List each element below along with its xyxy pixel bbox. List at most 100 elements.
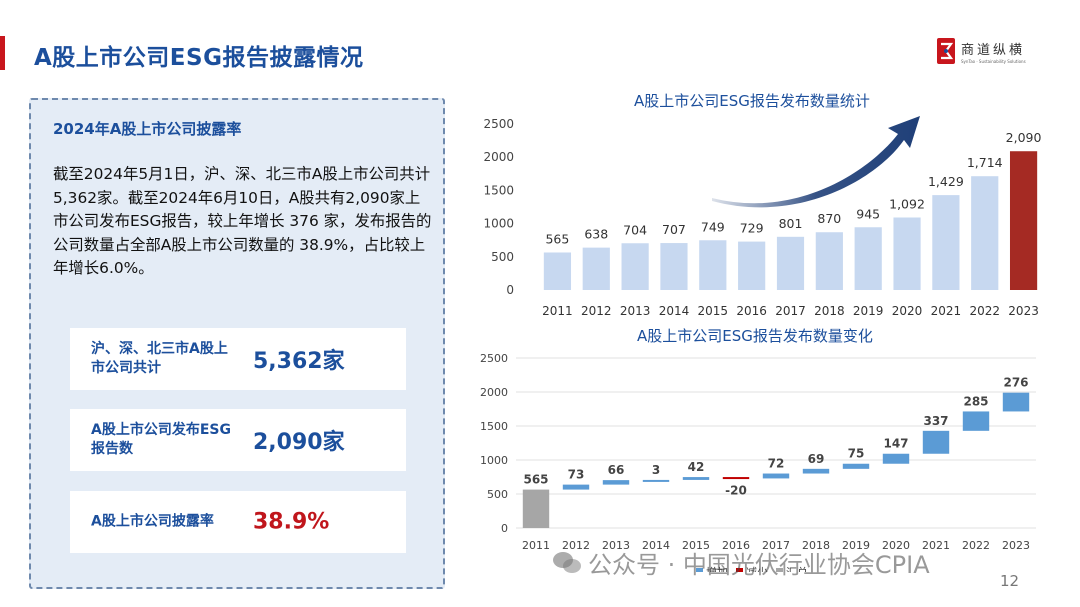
logo-cn: 商道纵横 bbox=[961, 42, 1026, 58]
x-tick-label: 2022 bbox=[962, 539, 990, 552]
x-tick-label: 2013 bbox=[620, 304, 651, 318]
x-tick-label: 2023 bbox=[1008, 304, 1039, 318]
data-label: 749 bbox=[701, 219, 725, 234]
stat-label: A股上市公司披露率 bbox=[91, 513, 214, 530]
x-tick-label: 2023 bbox=[1002, 539, 1030, 552]
x-tick-label: 2012 bbox=[562, 539, 590, 552]
bar bbox=[621, 243, 649, 290]
red-bar-accent bbox=[0, 36, 5, 70]
stat-value: 2,090家 bbox=[253, 430, 345, 455]
legend-swatch bbox=[696, 568, 703, 572]
x-tick-label: 2015 bbox=[698, 304, 729, 318]
x-tick-label: 2012 bbox=[581, 304, 612, 318]
x-tick-label: 2018 bbox=[814, 304, 845, 318]
y-tick-label: 1000 bbox=[483, 217, 514, 231]
stat-card-total-companies: 沪、深、北三市A股上市公司共计 5,362家 bbox=[70, 328, 406, 390]
chart-title: A股上市公司ESG报告发布数量变化 bbox=[637, 327, 873, 345]
x-tick-label: 2011 bbox=[542, 304, 573, 318]
y-tick-label: 0 bbox=[506, 283, 514, 297]
page-title: A股上市公司ESG报告披露情况 bbox=[34, 45, 364, 71]
watermark-text: 公众号 · 中国光伏行业协会CPIA bbox=[588, 551, 930, 579]
x-tick-label: 2015 bbox=[682, 539, 710, 552]
waterfall-bar bbox=[922, 430, 950, 454]
data-label: 285 bbox=[963, 394, 988, 408]
data-label: 565 bbox=[523, 473, 548, 487]
watermark: 公众号 · 中国光伏行业协会CPIA bbox=[552, 545, 930, 580]
bar bbox=[660, 243, 688, 290]
data-label: 69 bbox=[808, 452, 825, 466]
waterfall-bar bbox=[602, 480, 630, 485]
x-tick-label: 2016 bbox=[736, 304, 767, 318]
x-tick-label: 2020 bbox=[882, 539, 910, 552]
panel-text: 截至2024年5月1日，沪、深、北三市A股上市公司共计5,362家。截至2024… bbox=[53, 165, 432, 277]
trend-arrow bbox=[712, 116, 920, 208]
data-label: 1,429 bbox=[928, 174, 964, 189]
waterfall-bar bbox=[682, 477, 710, 480]
data-label: 73 bbox=[568, 468, 585, 482]
legend-label: 增加 bbox=[706, 565, 728, 572]
waterfall-bar bbox=[1002, 392, 1030, 412]
data-label: 729 bbox=[740, 221, 764, 236]
bar bbox=[932, 195, 960, 290]
disclosure-panel: 2024年A股上市公司披露率 截至2024年5月1日，沪、深、北三市A股上市公司… bbox=[29, 98, 445, 589]
x-tick-label: 2019 bbox=[842, 539, 870, 552]
stat-card-esg-reports: A股上市公司发布ESG报告数 2,090家 bbox=[70, 409, 406, 471]
y-tick-label: 2500 bbox=[483, 117, 514, 131]
bar bbox=[776, 236, 805, 290]
data-label: 72 bbox=[768, 457, 785, 471]
y-tick-label: 1000 bbox=[480, 454, 508, 467]
data-label: 870 bbox=[817, 211, 841, 226]
waterfall-bar bbox=[802, 468, 830, 474]
bar bbox=[738, 241, 766, 290]
data-label: 337 bbox=[923, 414, 948, 428]
legend-swatch bbox=[736, 568, 743, 572]
x-tick-label: 2019 bbox=[853, 304, 884, 318]
data-label: -20 bbox=[725, 483, 747, 497]
waterfall-bar bbox=[882, 453, 910, 464]
x-tick-label: 2021 bbox=[922, 539, 950, 552]
x-tick-label: 2020 bbox=[892, 304, 923, 318]
y-tick-label: 2000 bbox=[483, 150, 514, 164]
x-tick-label: 2016 bbox=[722, 539, 750, 552]
panel-title: 2024年A股上市公司披露率 bbox=[53, 120, 242, 138]
waterfall-bar bbox=[762, 473, 790, 479]
data-label: 707 bbox=[662, 222, 686, 237]
x-tick-label: 2013 bbox=[602, 539, 630, 552]
y-tick-label: 2000 bbox=[480, 386, 508, 399]
data-label: 147 bbox=[883, 437, 908, 451]
x-tick-label: 2014 bbox=[642, 539, 670, 552]
waterfall-bar bbox=[562, 484, 590, 490]
data-label: 565 bbox=[545, 231, 569, 246]
bar bbox=[582, 247, 610, 290]
data-label: 66 bbox=[608, 463, 625, 477]
data-label: 638 bbox=[584, 227, 608, 242]
y-tick-label: 1500 bbox=[483, 183, 514, 197]
bar bbox=[971, 176, 999, 290]
bar bbox=[893, 217, 921, 290]
data-label: 704 bbox=[623, 222, 647, 237]
chart-title: A股上市公司ESG报告发布数量统计 bbox=[634, 92, 870, 110]
stat-card-disclosure-rate: A股上市公司披露率 38.9% bbox=[70, 491, 406, 553]
legend-swatch bbox=[776, 568, 783, 572]
x-tick-label: 2021 bbox=[931, 304, 962, 318]
x-tick-label: 2017 bbox=[775, 304, 806, 318]
data-label: 276 bbox=[1003, 376, 1028, 390]
waterfall-bar bbox=[842, 463, 870, 469]
bar bbox=[543, 252, 572, 290]
page-number: 12 bbox=[1000, 572, 1020, 590]
bar bbox=[854, 227, 882, 290]
y-tick-label: 0 bbox=[501, 522, 508, 535]
y-tick-label: 500 bbox=[491, 250, 514, 264]
logo-en: SynTao · Sustainability Solutions bbox=[961, 58, 1026, 64]
x-tick-label: 2011 bbox=[522, 539, 550, 552]
y-tick-label: 1500 bbox=[480, 420, 508, 433]
data-label: 3 bbox=[652, 463, 660, 477]
x-tick-label: 2017 bbox=[762, 539, 790, 552]
data-label: 945 bbox=[856, 206, 880, 221]
stat-label: A股上市公司发布ESG报告数 bbox=[91, 422, 231, 457]
legend-label: 减少 bbox=[746, 566, 768, 572]
data-label: 1,092 bbox=[889, 196, 925, 211]
y-tick-label: 2500 bbox=[480, 352, 508, 365]
stat-value: 38.9% bbox=[253, 509, 330, 535]
stat-label: 沪、深、北三市A股上市公司共计 bbox=[91, 341, 228, 376]
